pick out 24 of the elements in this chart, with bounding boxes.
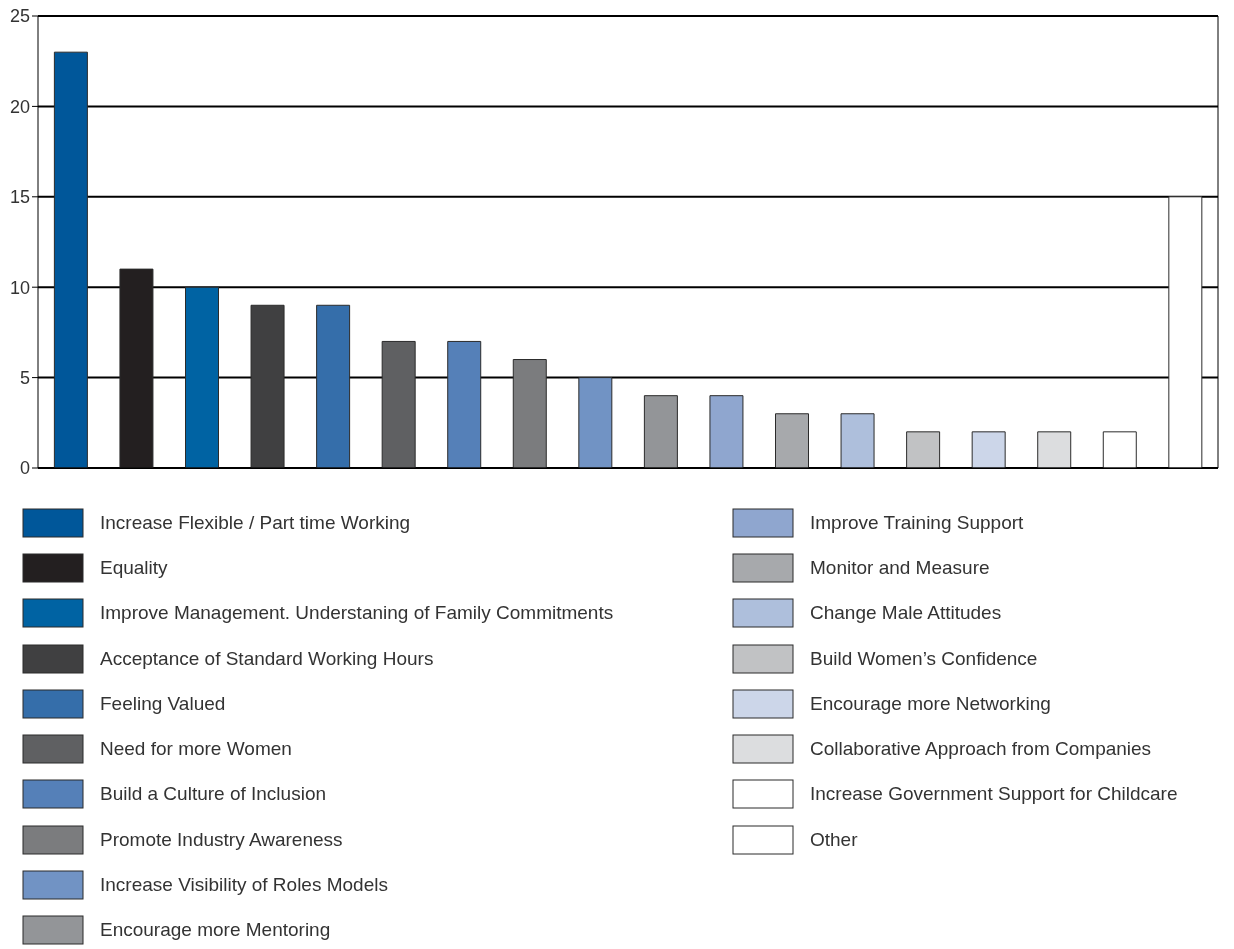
legend-label: Promote Industry Awareness [100, 828, 343, 851]
y-tick-label: 0 [19, 458, 30, 479]
y-tick-label: 15 [9, 187, 30, 208]
y-tick-label: 20 [9, 96, 30, 117]
y-tick-label: 10 [9, 277, 30, 298]
legend-label: Acceptance of Standard Working Hours [100, 647, 434, 670]
legend-label: Encourage more Mentoring [100, 919, 331, 942]
legend-label: Feeling Valued [100, 692, 226, 715]
y-tick-label: 25 [9, 6, 30, 27]
legend-label: Monitor and Measure [810, 556, 990, 579]
legend-label: Build Women’s Confidence [810, 647, 1038, 670]
legend-label: Increase Government Support for Childcare [810, 783, 1178, 806]
legend-label: Change Male Attitudes [810, 602, 1002, 625]
legend-label: Improve Training Support [810, 511, 1024, 534]
legend-label: Need for more Women [100, 738, 292, 761]
legend-label: Collaborative Approach from Companies [810, 738, 1152, 761]
legend-label: Build a Culture of Inclusion [100, 783, 327, 806]
legend-label: Encourage more Networking [810, 692, 1051, 715]
legend-label: Improve Management. Understaning of Family Commitments [100, 602, 614, 625]
legend-label: Increase Flexible / Part time Working [100, 511, 411, 534]
legend-label: Increase Visibility of Roles Models [100, 874, 388, 897]
y-tick-label: 5 [19, 367, 30, 388]
legend-label: Other [810, 828, 858, 851]
legend-label: Equality [100, 556, 168, 579]
